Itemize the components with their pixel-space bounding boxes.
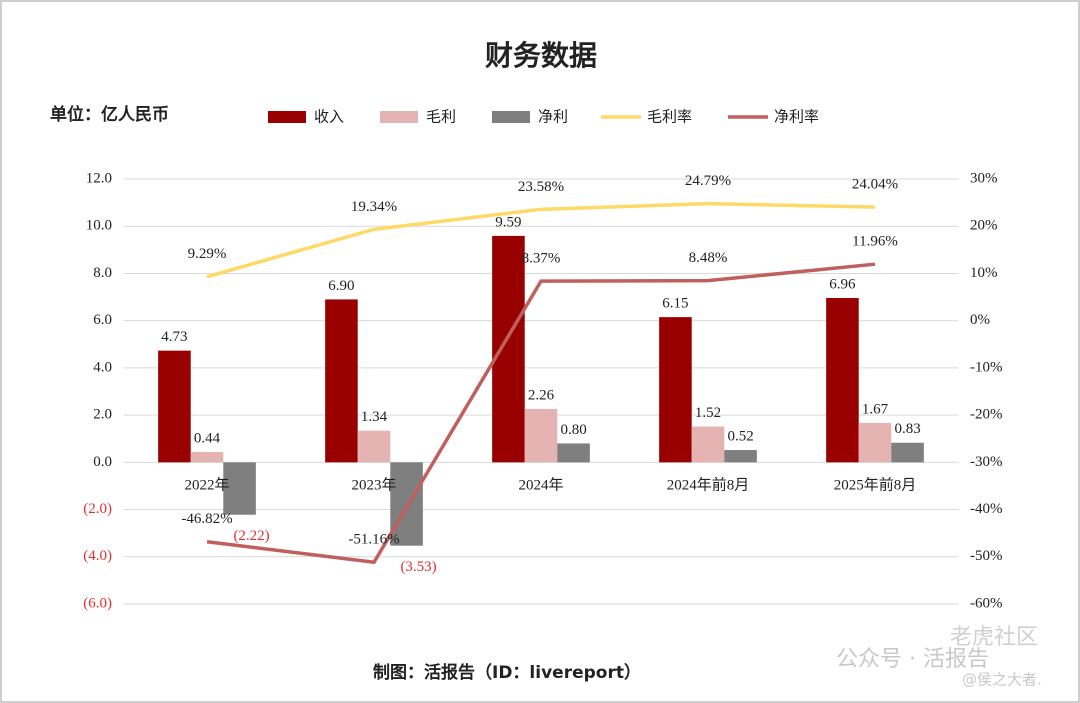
- legend-label: 毛利率: [647, 108, 692, 126]
- legend-label: 收入: [314, 108, 344, 126]
- data-label: 6.15: [662, 296, 688, 312]
- bar: [858, 422, 892, 463]
- y-tick-label: 10.0: [86, 218, 112, 234]
- legend-label: 毛利: [426, 108, 456, 126]
- y-tick-label: 6.0: [93, 312, 112, 328]
- y2-tick-label: -30%: [970, 454, 1003, 470]
- watermark: 公众号 · 活报告: [836, 647, 989, 672]
- data-label: 0.52: [727, 428, 753, 444]
- line-series: [206, 262, 876, 565]
- bar: [524, 408, 558, 463]
- bar: [223, 462, 256, 515]
- y2-tick-label: 30%: [970, 170, 998, 186]
- y2-tick-label: 10%: [970, 265, 998, 281]
- data-label: 1.52: [695, 405, 721, 421]
- data-label: 0.44: [194, 430, 221, 446]
- bar: [357, 430, 391, 463]
- bar: [691, 426, 725, 463]
- data-label: 0.83: [894, 421, 920, 437]
- x-tick-label: 2024年前8月: [667, 476, 750, 493]
- y2-tick-label: -40%: [970, 501, 1003, 517]
- data-label: 6.90: [328, 278, 354, 294]
- watermark: 老虎社区: [950, 625, 1038, 650]
- data-label: 1.67: [862, 401, 889, 417]
- y2-tick-label: 20%: [970, 218, 998, 234]
- line-series: [206, 201, 876, 279]
- data-label: 8.48%: [689, 250, 728, 266]
- data-label: -46.82%: [181, 511, 232, 527]
- bar: [659, 317, 692, 463]
- data-label: 8.37%: [522, 251, 561, 267]
- y-tick-label: (4.0): [83, 548, 112, 564]
- data-label: (2.22): [233, 528, 269, 544]
- data-label: 24.04%: [852, 177, 898, 193]
- legend-label: 净利率: [774, 108, 819, 126]
- y2-tick-label: 0%: [970, 312, 990, 328]
- bar: [891, 442, 924, 463]
- data-label: -51.16%: [348, 532, 399, 548]
- data-label: 6.96: [829, 276, 856, 292]
- y-tick-label: (2.0): [83, 501, 112, 517]
- y-tick-label: (6.0): [83, 595, 112, 611]
- legend-label: 净利: [538, 108, 568, 126]
- bar: [557, 443, 590, 463]
- bar: [158, 350, 191, 463]
- source: 制图：活报告（ID：livereport）: [373, 662, 641, 683]
- bar: [492, 235, 525, 463]
- data-label: 2.26: [528, 387, 555, 403]
- y2-tick-label: -20%: [970, 407, 1003, 423]
- x-tick-label: 2025年前8月: [834, 476, 917, 493]
- data-label: 0.80: [560, 422, 586, 438]
- y2-tick-label: -60%: [970, 595, 1003, 611]
- data-label: 9.29%: [188, 246, 227, 262]
- x-tick-label: 2022年: [184, 476, 229, 493]
- legend-swatch: [492, 111, 530, 123]
- bar: [325, 299, 358, 463]
- y-tick-label: 12.0: [86, 170, 112, 186]
- data-label: (3.53): [400, 559, 436, 575]
- y-tick-label: 4.0: [93, 359, 112, 375]
- x-tick-label: 2024年: [518, 476, 563, 493]
- data-label: 23.58%: [518, 179, 564, 195]
- unit-label: 单位：亿人民币: [50, 104, 169, 125]
- bar: [826, 298, 859, 463]
- legend-swatch: [268, 111, 306, 123]
- y2-tick-label: -50%: [970, 548, 1003, 564]
- bar: [190, 451, 224, 463]
- legend-swatch: [380, 111, 418, 123]
- y2-tick-label: -10%: [970, 359, 1003, 375]
- data-label: 11.96%: [852, 234, 898, 250]
- data-label: 4.73: [161, 329, 187, 345]
- watermark: @侯之大者.: [962, 671, 1042, 689]
- x-tick-label: 2023年: [351, 476, 396, 493]
- y-tick-label: 8.0: [93, 265, 112, 281]
- data-label: 9.59: [495, 214, 521, 230]
- data-label: 1.34: [361, 409, 388, 425]
- y-tick-label: 2.0: [93, 407, 112, 423]
- bar: [390, 462, 423, 546]
- y-tick-label: 0.0: [93, 454, 112, 470]
- data-label: 24.79%: [685, 173, 731, 189]
- data-label: 19.34%: [351, 199, 397, 215]
- chart-title: 财务数据: [485, 39, 597, 72]
- bar: [724, 450, 757, 463]
